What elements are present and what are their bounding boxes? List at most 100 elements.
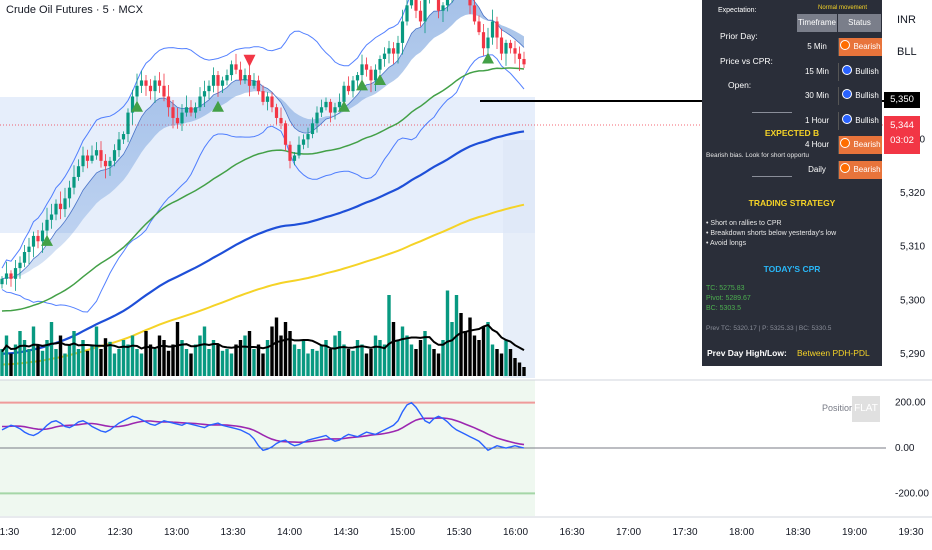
candle-body (162, 85, 166, 97)
x-tick-label: 12:30 (107, 527, 132, 538)
volume-bar (508, 349, 513, 376)
prev-day-hl-value: Between PDH-PDL (797, 348, 870, 358)
volume-bar (18, 331, 22, 376)
volume-bar (9, 353, 13, 376)
bearish-dot-icon (840, 138, 851, 148)
buy-signal-triangle (131, 100, 143, 112)
position-label: Position: (822, 403, 857, 413)
x-tick-label: 13:00 (164, 527, 189, 538)
expectation-value: Normal movement (818, 5, 868, 11)
x-tick-label: 14:30 (333, 527, 358, 538)
candle-body (315, 112, 319, 124)
candle-body (198, 96, 202, 108)
candle-body (477, 21, 481, 33)
candle-body (166, 96, 171, 108)
candle-body (135, 85, 139, 97)
candle-body (495, 21, 499, 38)
candle-body (400, 21, 405, 43)
level-price-tag: 5,350 (884, 92, 920, 108)
timeframe-cell: 15 Min (804, 66, 829, 76)
candle-body (256, 80, 261, 92)
volume-bar (423, 331, 427, 376)
price-vs-cpr-label: Price vs CPR: (720, 56, 773, 66)
x-tick-label: 16:30 (559, 527, 584, 538)
x-tick-label: 18:00 (729, 527, 754, 538)
x-tick-label: 17:00 (616, 527, 641, 538)
volume-bar (301, 340, 306, 376)
x-tick-label: 19:30 (898, 527, 923, 538)
candle-body (387, 48, 391, 54)
expected-text: Bearish bias. Look for short opportu (706, 152, 809, 159)
timeframe-cell: 5 Min (807, 42, 827, 51)
volume-bar (427, 344, 432, 376)
volume-bar (306, 353, 310, 376)
candle-body (202, 91, 207, 97)
candle-body (184, 107, 189, 113)
x-tick-label: 15:00 (390, 527, 415, 538)
volume-bar (256, 344, 261, 376)
candle-body (193, 107, 198, 113)
volume-bar (409, 344, 414, 376)
volume-bar (189, 353, 193, 376)
candle-body (445, 0, 450, 6)
candle-body (504, 42, 508, 54)
cpr-pivot: Pivot: 5289.67 (706, 295, 751, 302)
volume-bar (297, 349, 301, 376)
candle-body (355, 75, 360, 81)
candle-body (144, 80, 148, 86)
candle-body (283, 123, 288, 145)
volume-bar (495, 349, 499, 376)
volume-bar (67, 344, 72, 376)
volume-bar (49, 322, 54, 376)
status-badge: Bullish (838, 62, 882, 81)
candle-body (409, 0, 414, 6)
status-text: Bearish (853, 164, 881, 174)
volume-bar (198, 335, 202, 376)
candle-body (67, 187, 72, 199)
oscillator-line (1, 401, 525, 452)
indicator-label[interactable]: BLL (897, 46, 917, 58)
candle-body (360, 64, 364, 76)
volume-bar (238, 340, 243, 376)
volume-bar (175, 322, 180, 376)
volume-bar (243, 335, 247, 376)
strategy-title: TRADING STRATEGY (748, 198, 836, 208)
candle-body (189, 107, 193, 113)
volume-bar (355, 340, 360, 376)
oscillator-tick-label: 200.00 (895, 398, 926, 409)
status-badge: Bearish (838, 136, 882, 154)
candle-body (418, 10, 423, 22)
candle-body (31, 235, 36, 247)
volume-bar (274, 317, 279, 376)
status-badge: Bullish (838, 87, 882, 105)
volume-bar (342, 344, 346, 376)
candle-body (252, 80, 256, 86)
candle-body (423, 0, 427, 22)
volume-bar (252, 349, 256, 376)
candle-body (310, 123, 315, 135)
volume-bar (337, 331, 342, 376)
status-text: Bullish (855, 115, 879, 125)
candle-body (126, 112, 130, 135)
volume-bar (328, 349, 333, 376)
volume-bar (364, 353, 369, 376)
candle-body (180, 112, 184, 124)
candle-body (441, 5, 445, 11)
volume-bar (229, 353, 234, 376)
status-text: Bearish (853, 140, 881, 149)
candle-body (175, 117, 180, 124)
volume-bar (472, 335, 477, 376)
candle-body (468, 0, 472, 6)
x-tick-label: 17:30 (672, 527, 697, 538)
currency-label[interactable]: INR (897, 14, 916, 26)
candle-body (148, 85, 153, 92)
current-price-tag: 5,344 03:02 (884, 116, 920, 154)
volume-bar (459, 313, 463, 376)
y-tick-label: 5,310 (900, 242, 925, 253)
candle-body (130, 96, 135, 113)
strategy-item: • Avoid longs (706, 240, 747, 247)
volume-bar (135, 349, 139, 376)
candle-body (4, 273, 9, 279)
volume-bar (265, 340, 270, 376)
